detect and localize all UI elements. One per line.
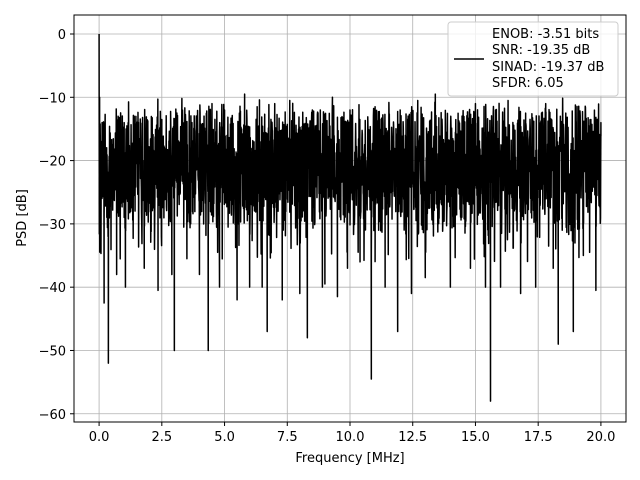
- y-axis-ticks: 0 −10 −20 −30 −40 −50 −60: [39, 28, 74, 423]
- y-tick-label: −20: [39, 155, 66, 170]
- y-tick-label: −50: [39, 344, 66, 359]
- x-tick-label: 10.0: [336, 430, 365, 445]
- x-tick-label: 12.5: [398, 430, 427, 445]
- x-axis-ticks: 0.0 2.5 5.0 7.5 10.0 12.5 15.0 17.5 20.0: [89, 422, 615, 445]
- legend-box: [447, 21, 619, 97]
- y-tick-label: −60: [39, 408, 66, 423]
- y-tick-label: −30: [39, 218, 66, 233]
- x-tick-label: 15.0: [461, 430, 490, 445]
- legend: ENOB: -3.51 bits SNR: -19.35 dB SINAD: -…: [447, 21, 619, 97]
- x-tick-label: 0.0: [89, 430, 110, 445]
- x-tick-label: 7.5: [277, 430, 298, 445]
- legend-entry-enob: ENOB: -3.51 bits: [492, 27, 599, 42]
- psd-series-line: [98, 33, 602, 402]
- legend-entry-snr: SNR: -19.35 dB: [492, 43, 590, 58]
- x-axis-label: Frequency [MHz]: [295, 451, 404, 466]
- legend-entry-sfdr: SFDR: 6.05: [492, 76, 564, 91]
- x-tick-label: 5.0: [214, 430, 235, 445]
- y-tick-label: −40: [39, 281, 66, 296]
- x-tick-label: 17.5: [524, 430, 553, 445]
- y-tick-label: −10: [39, 91, 66, 106]
- y-tick-label: 0: [58, 28, 66, 43]
- legend-entry-sinad: SINAD: -19.37 dB: [492, 60, 604, 75]
- data-layer: [98, 33, 602, 402]
- y-axis-label: PSD [dB]: [15, 189, 30, 247]
- x-tick-label: 20.0: [586, 430, 615, 445]
- x-tick-label: 2.5: [151, 430, 172, 445]
